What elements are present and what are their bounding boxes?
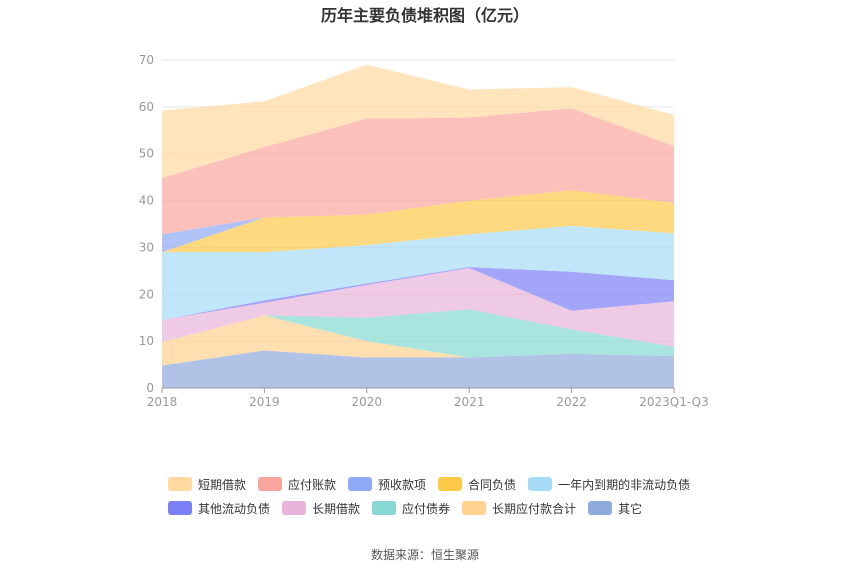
legend-swatch (372, 501, 397, 515)
legend-row: 其他流动负债 长期借款 应付债券 长期应付款合计 其它 (168, 496, 728, 520)
legend-label: 合同负债 (468, 477, 517, 492)
legend-label: 其他流动负债 (198, 501, 271, 516)
legend-swatch (168, 501, 192, 515)
y-tick-label: 10 (139, 334, 154, 348)
area-series-长期应付款合计 (162, 315, 674, 366)
data-source-note: 数据来源：恒生聚源 (370, 548, 479, 562)
legend-swatch (168, 477, 192, 491)
legend-label: 长期借款 (312, 501, 361, 516)
legend-item-预收款项[interactable]: 预收款项 (348, 476, 426, 493)
y-tick-label: 20 (139, 287, 154, 301)
legend-item-短期借款[interactable]: 短期借款 (168, 476, 246, 493)
area-series-一年内到期的非流动负债 (162, 225, 674, 321)
y-tick-label: 40 (139, 194, 154, 208)
legend-label: 应付账款 (288, 477, 337, 492)
chart-title: 历年主要负债堆积图（亿元） (320, 6, 529, 25)
legend-swatch (462, 501, 487, 515)
legend-swatch (282, 501, 307, 515)
legend-row: 短期借款 应付账款 预收款项 合同负债 一年内到期的非流动负债 (168, 472, 728, 496)
legend-label: 应付债券 (402, 501, 451, 516)
area-series-其它 (162, 350, 674, 388)
area-series-其他流动负债 (162, 267, 674, 321)
legend: 短期借款 应付账款 预收款项 合同负债 一年内到期的非流动负债 其他流动负债 长期借款 应付… (168, 472, 728, 520)
y-tick-label: 70 (139, 53, 154, 67)
legend-item-长期应付款合计[interactable]: 长期应付款合计 (462, 500, 576, 517)
area-series-应付账款 (162, 108, 674, 235)
legend-label: 一年内到期的非流动负债 (558, 477, 691, 492)
legend-item-其它[interactable]: 其它 (588, 500, 642, 517)
x-tick-label: 2021 (454, 395, 485, 409)
y-tick-label: 60 (139, 100, 154, 114)
x-tick-label: 2019 (249, 395, 280, 409)
area-series-短期借款 (162, 64, 674, 179)
legend-item-应付债券[interactable]: 应付债券 (372, 500, 450, 517)
legend-item-应付账款[interactable]: 应付账款 (258, 476, 336, 493)
legend-item-长期借款[interactable]: 长期借款 (282, 500, 360, 517)
x-tick-label: 2022 (556, 395, 587, 409)
axes: 0 10 20 30 40 50 60 70 2018 2019 2020 2021 2022 2023Q… (139, 53, 709, 409)
legend-swatch (438, 477, 463, 491)
x-tick-label: 2018 (147, 395, 178, 409)
y-tick-label: 30 (139, 240, 154, 254)
legend-swatch (528, 477, 553, 491)
area-series-应付债券 (162, 309, 674, 358)
legend-item-其他流动负债[interactable]: 其他流动负债 (168, 500, 270, 517)
legend-swatch (348, 477, 373, 491)
area-series-合同负债 (162, 190, 674, 253)
legend-item-一年内到期的非流动负债[interactable]: 一年内到期的非流动负债 (528, 476, 690, 493)
legend-swatch (258, 477, 283, 491)
area-series (162, 64, 674, 388)
legend-item-合同负债[interactable]: 合同负债 (438, 476, 516, 493)
legend-label: 短期借款 (198, 477, 247, 492)
y-tick-label: 0 (146, 381, 154, 395)
legend-label: 长期应付款合计 (492, 501, 577, 516)
x-tick-label: 2020 (352, 395, 383, 409)
legend-label: 预收款项 (378, 477, 427, 492)
x-tick-label: 2023Q1-Q3 (639, 395, 708, 409)
y-tick-label: 50 (139, 147, 154, 161)
legend-label: 其它 (618, 501, 643, 516)
area-series-长期借款 (162, 268, 674, 347)
legend-swatch (588, 501, 613, 515)
